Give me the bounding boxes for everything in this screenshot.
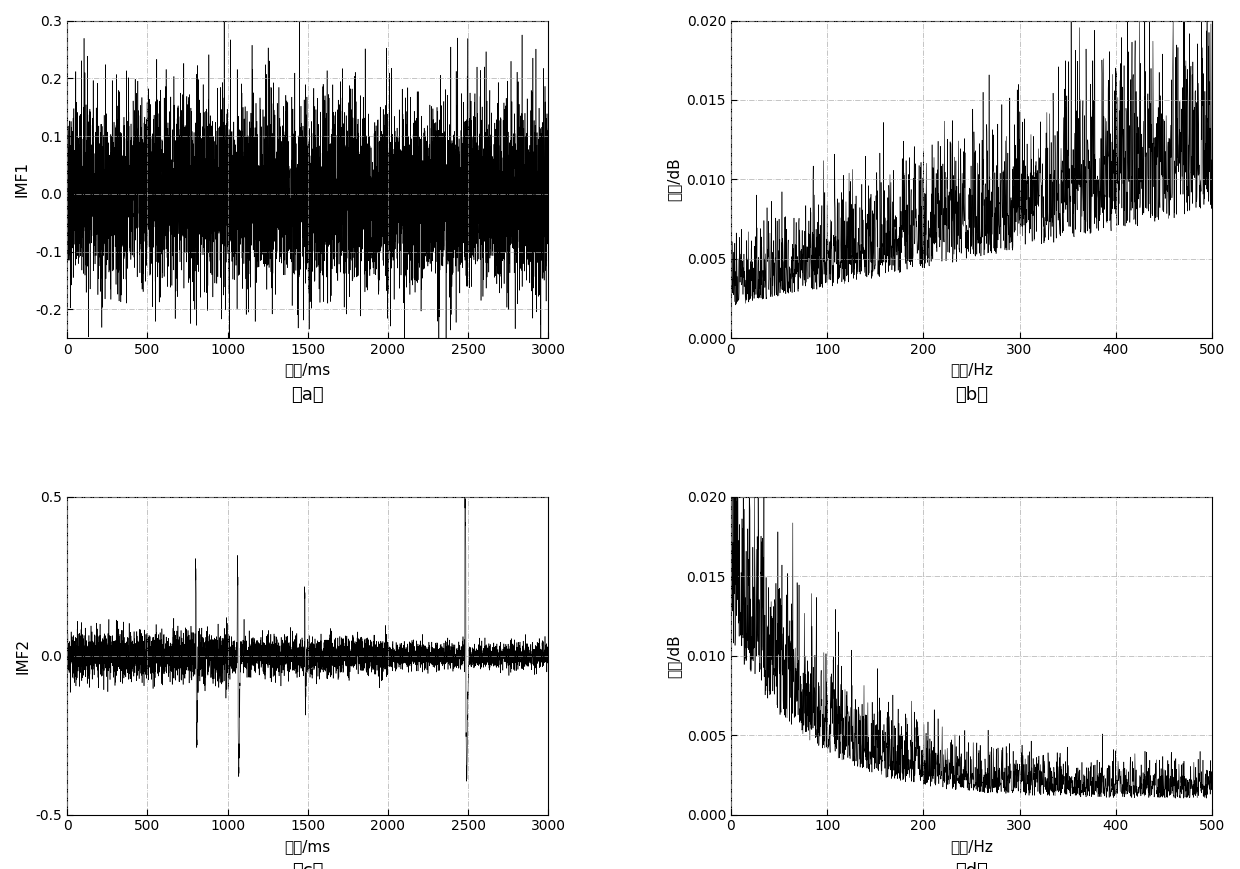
Y-axis label: 振幅/dB: 振幅/dB (666, 634, 681, 678)
X-axis label: 频率/Hz: 频率/Hz (950, 839, 993, 854)
Y-axis label: IMF2: IMF2 (15, 638, 30, 673)
Text: （b）: （b） (955, 386, 988, 404)
Text: （a）: （a） (291, 386, 324, 404)
Text: （d）: （d） (955, 862, 988, 869)
Text: （c）: （c） (293, 862, 324, 869)
X-axis label: 时间/ms: 时间/ms (285, 839, 331, 854)
X-axis label: 频率/Hz: 频率/Hz (950, 362, 993, 377)
X-axis label: 时间/ms: 时间/ms (285, 362, 331, 377)
Y-axis label: 振幅/dB: 振幅/dB (666, 157, 681, 201)
Y-axis label: IMF1: IMF1 (15, 162, 30, 197)
